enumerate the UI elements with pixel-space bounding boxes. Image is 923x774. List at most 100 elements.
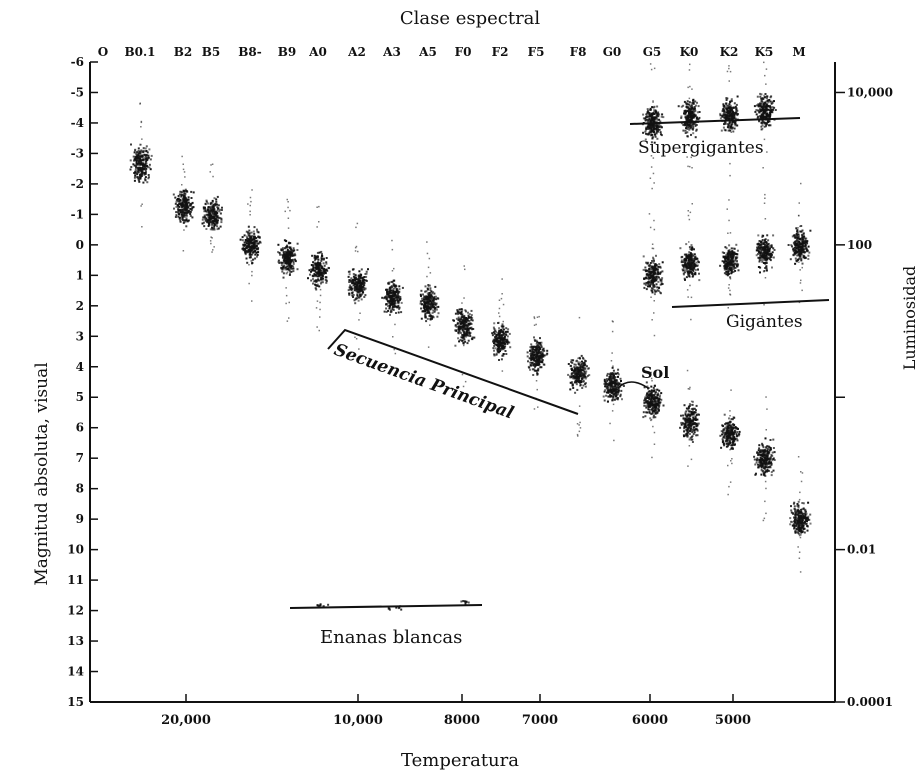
luminosity-tick-label: 100 <box>847 238 872 252</box>
series-3 <box>316 600 470 611</box>
spectral-class-label: A2 <box>347 45 366 59</box>
supergiants-line <box>629 117 801 125</box>
white-dwarfs-line <box>289 604 483 609</box>
y-tick-label: 2 <box>76 299 84 313</box>
data-point <box>491 278 512 388</box>
data-point <box>419 241 440 348</box>
spectral-class-label: O <box>98 45 108 59</box>
data-point <box>719 65 739 177</box>
data-point <box>789 456 812 573</box>
spectral-class-label: M <box>792 45 805 59</box>
y-tick-label: 6 <box>76 421 84 435</box>
spectral-class-label: B8- <box>238 45 261 59</box>
supergiants-label: Supergigantes <box>638 138 764 158</box>
y-tick-label: 12 <box>67 604 84 618</box>
data-point <box>129 102 153 228</box>
data-point <box>172 155 195 252</box>
data-point <box>787 182 812 304</box>
luminosity-axis-label: Luminosidad <box>900 266 919 371</box>
data-point <box>642 213 664 337</box>
giants-line <box>671 299 830 308</box>
data-point <box>452 265 476 388</box>
y-tick-label: -3 <box>71 146 84 160</box>
series-0 <box>129 102 812 573</box>
data-point <box>526 315 549 410</box>
data-point <box>307 205 330 332</box>
spectral-class-label: B5 <box>202 45 221 59</box>
data-point <box>679 203 701 321</box>
data-point <box>719 199 740 317</box>
spectral-class-label: F0 <box>455 45 472 59</box>
temperature-tick-label: 10,000 <box>333 713 383 728</box>
data-point <box>679 369 700 467</box>
luminosity-tick-label: 0.0001 <box>847 695 893 709</box>
spectral-class-label: A3 <box>382 45 401 59</box>
data-point <box>567 316 591 437</box>
spectral-class-label: K5 <box>755 45 774 59</box>
chart-title: Clase espectral <box>400 8 541 29</box>
y-tick-label: 13 <box>67 634 84 648</box>
y-tick-label: 8 <box>76 482 84 496</box>
temperature-tick-label: 20,000 <box>161 713 211 728</box>
y-tick-label: 4 <box>76 360 84 374</box>
data-point <box>641 63 665 190</box>
y-tick-label: 10 <box>67 543 84 557</box>
data-point <box>381 239 404 355</box>
y-tick-label: -4 <box>71 116 84 130</box>
y-tick-label: 9 <box>76 512 84 526</box>
spectral-class-label: K0 <box>680 45 699 59</box>
data-point <box>642 371 665 459</box>
spectral-class-label: G0 <box>603 45 622 59</box>
data-point <box>753 396 776 522</box>
spectral-class-label: F2 <box>492 45 509 59</box>
series-1 <box>642 182 812 337</box>
main-sequence-line <box>327 328 579 415</box>
white-dwarfs-label: Enanas blancas <box>320 627 462 648</box>
y-tick-label: 1 <box>76 268 84 282</box>
y-tick-label: 7 <box>76 451 84 465</box>
spectral-class-label: B0.1 <box>124 45 155 59</box>
y-tick-label: 0 <box>76 238 84 252</box>
y-tick-label: -6 <box>71 55 84 69</box>
y-tick-label: 5 <box>76 390 84 404</box>
data-point <box>755 193 776 318</box>
spectral-class-label: K2 <box>720 45 739 59</box>
spectral-class-label: B2 <box>174 45 193 59</box>
spectral-class-label: B9 <box>278 45 297 59</box>
spectral-class-label: A5 <box>418 45 437 59</box>
data-point <box>602 320 625 442</box>
y-axis-label: Magnitud absoluta, visual <box>32 362 52 585</box>
temperature-tick-label: 6000 <box>632 713 668 728</box>
y-tick-label: 3 <box>76 329 84 343</box>
y-tick-label: -2 <box>71 177 84 191</box>
data-point <box>239 189 262 302</box>
sun-label: Sol <box>641 363 669 382</box>
data-point <box>277 198 299 322</box>
star-field <box>129 49 812 611</box>
spectral-class-label: F5 <box>528 45 545 59</box>
y-tick-label: 15 <box>67 695 84 709</box>
data-point <box>460 600 470 605</box>
temperature-tick-label: 8000 <box>444 713 480 728</box>
temperature-tick-label: 7000 <box>522 713 558 728</box>
data-point <box>347 222 369 350</box>
data-point <box>201 163 223 253</box>
series-2 <box>641 49 777 190</box>
y-tick-label: 14 <box>67 665 84 679</box>
spectral-class-label: G5 <box>643 45 662 59</box>
sun-marker <box>617 381 649 389</box>
data-point <box>719 389 741 496</box>
giants-label: Gigantes <box>726 312 803 332</box>
spectral-class-label: A0 <box>308 45 327 59</box>
luminosity-tick-label: 10,000 <box>847 85 893 99</box>
spectral-class-label: F8 <box>570 45 587 59</box>
temperature-tick-label: 5000 <box>715 713 751 728</box>
data-point <box>316 603 330 608</box>
x-axis-label: Temperatura <box>401 750 519 771</box>
y-tick-label: 11 <box>67 573 84 587</box>
data-point <box>753 49 777 169</box>
y-tick-label: -5 <box>71 85 84 99</box>
luminosity-tick-label: 0.01 <box>847 543 876 557</box>
